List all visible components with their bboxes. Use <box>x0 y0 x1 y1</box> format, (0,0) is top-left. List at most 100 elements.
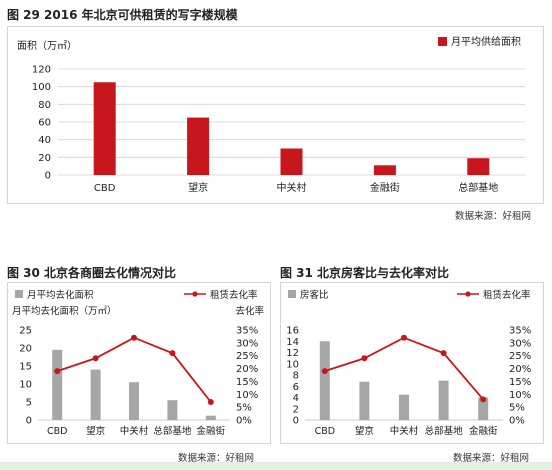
fig29-ytick-label: 60 <box>38 118 51 129</box>
fig31-ytick-label: 6 <box>293 382 299 393</box>
fig31-legend-line-label: 租赁去化率 <box>483 289 531 301</box>
fig29-ytick-label: 80 <box>38 100 51 111</box>
fig29-legend-label: 月平均供给面积 <box>451 35 521 48</box>
fig30-y2tick-label: 10% <box>236 390 258 401</box>
fig30-bar-2 <box>129 382 139 420</box>
fig30-ytick-label: 15 <box>19 362 32 373</box>
fig31-y2tick-label: 25% <box>509 351 531 362</box>
fig31-xtick-label: CBD <box>315 426 335 437</box>
fig29-ylabel: 面积（万㎡） <box>17 40 77 52</box>
fig31-xtick-label: 中关村 <box>390 425 419 437</box>
fig29-ytick-label: 100 <box>32 82 51 93</box>
fig31-source: 数据来源：好租网 <box>453 453 530 464</box>
fig31-line-point-2 <box>401 334 407 341</box>
fig31-bar-2 <box>399 394 409 420</box>
fig30-xtick-label: 总部基地 <box>153 425 192 437</box>
fig30-bar-0 <box>52 349 63 420</box>
fig31-legend-line-marker <box>465 291 471 297</box>
fig30-y2tick-label: 25% <box>236 351 258 362</box>
fig30-line-point-2 <box>131 334 137 341</box>
fig31-line-point-0 <box>321 368 328 375</box>
fig31-ytick-label: 12 <box>286 348 299 359</box>
fig30-y2tick-label: 0% <box>236 416 252 427</box>
fig31-title: 图 31 北京房客比与去化率对比 <box>280 266 450 280</box>
fig29-xtick-label: CBD <box>94 183 116 194</box>
fig30-y2tick-label: 15% <box>236 377 258 388</box>
fig30-legend-line-marker <box>192 291 198 297</box>
fig30-panel: 月平均去化面积 租赁去化率 月平均去化面积（万㎡） 去化率 0 5 10 15 20 25 0% 5%… <box>7 282 271 444</box>
fig30-bar-4 <box>205 415 216 420</box>
fig31-xtick-label: 总部基地 <box>425 425 464 437</box>
fig31-y2tick-label: 15% <box>509 377 531 388</box>
fig30-legend-line-label: 租赁去化率 <box>210 289 258 301</box>
fig30-xtick-label: 望京 <box>86 425 105 437</box>
fig30-ytick-label: 0 <box>26 416 32 427</box>
fig31-bar-0 <box>319 341 330 420</box>
fig30-y2tick-label: 35% <box>236 326 258 337</box>
fig29-bar-2 <box>280 148 303 175</box>
fig30-y2label: 去化率 <box>235 305 264 317</box>
fig31-line-point-3 <box>440 350 447 357</box>
fig29-ytick-label: 20 <box>38 153 51 164</box>
fig29-xtick-label: 总部基地 <box>458 181 498 194</box>
fig29-bar-0 <box>93 82 116 175</box>
fig31-line-point-1 <box>361 355 368 362</box>
fig31-ytick-label: 0 <box>293 416 299 427</box>
fig29-xtick-label: 金融街 <box>370 181 400 194</box>
fig31-xtick-label: 望京 <box>355 425 374 437</box>
fig31-y2tick-label: 35% <box>509 326 531 337</box>
fig31-legend-bar-label: 房客比 <box>300 289 329 301</box>
fig29-panel: 面积（万㎡） 0 20 40 60 80 100 120 CBD 望京 中关村 金融街 总部基地 月平均供… <box>7 26 544 204</box>
fig31-line-series <box>324 336 484 401</box>
fig31-y2tick-label: 20% <box>509 364 531 375</box>
fig30-ytick-label: 25 <box>19 326 32 337</box>
fig30-xtick-label: 中关村 <box>120 425 149 437</box>
fig30-bar-1 <box>90 369 101 420</box>
fig30-line-point-3 <box>169 350 176 357</box>
fig31-y2tick-label: 10% <box>509 390 531 401</box>
fig30-line-point-4 <box>207 399 214 405</box>
fig29-ytick-label: 40 <box>38 135 51 146</box>
fig29-bar-1 <box>187 117 210 175</box>
fig30-xtick-label: 金融街 <box>197 425 226 437</box>
fig29-bar-3 <box>373 165 396 175</box>
fig31-y2tick-label: 5% <box>509 403 525 414</box>
fig30-ytick-label: 5 <box>26 398 32 409</box>
fig30-ylabel: 月平均去化面积（万㎡） <box>12 305 117 317</box>
fig29-ytick-label: 120 <box>32 65 51 76</box>
fig30-line-point-1 <box>92 355 99 362</box>
fig31-bar-3 <box>438 380 449 420</box>
fig31-ytick-label: 2 <box>293 404 299 415</box>
fig30-legend-bar-swatch <box>15 290 23 298</box>
fig30-y2tick-label: 20% <box>236 364 258 375</box>
fig31-y2tick-label: 0% <box>509 416 525 427</box>
fig29-source: 数据来源：好租网 <box>455 211 532 222</box>
fig31-bar-4 <box>478 397 489 420</box>
fig30-ytick-label: 10 <box>19 380 32 391</box>
fig29-chart: 面积（万㎡） 0 20 40 60 80 100 120 CBD 望京 中关村 金融街 总部基地 月平均供… <box>17 35 525 194</box>
page-bottom-bar <box>0 462 552 470</box>
fig31-y2tick-label: 30% <box>509 338 531 349</box>
fig29-bar-4 <box>467 158 490 175</box>
fig30-title: 图 30 北京各商圈去化情况对比 <box>7 266 177 280</box>
fig31-legend-bar-swatch <box>288 290 296 298</box>
fig29-legend-swatch <box>438 37 447 46</box>
fig31-ytick-label: 8 <box>293 371 299 382</box>
fig31-ytick-label: 14 <box>286 337 299 348</box>
fig31-ytick-label: 4 <box>293 393 299 404</box>
fig31-ytick-label: 10 <box>286 359 299 370</box>
fig30-y2tick-label: 30% <box>236 338 258 349</box>
fig30-xtick-label: CBD <box>47 426 67 437</box>
fig29-xtick-label: 望京 <box>188 181 208 194</box>
fig31-ytick-label: 16 <box>286 326 299 337</box>
fig31-bar-1 <box>359 381 370 420</box>
fig30-y2tick-label: 5% <box>236 403 252 414</box>
fig30-line-point-0 <box>54 368 61 375</box>
fig31-line-point-4 <box>480 396 487 403</box>
fig30-ytick-label: 20 <box>19 344 32 355</box>
fig31-xtick-label: 金融街 <box>469 425 498 437</box>
fig31-panel: 房客比 租赁去化率 0 2 4 6 8 10 12 14 16 0% 5% 10% 15% 20% 25% 30%… <box>280 282 544 444</box>
fig29-title: 图 29 2016 年北京可供租赁的写字楼规模 <box>7 8 238 22</box>
